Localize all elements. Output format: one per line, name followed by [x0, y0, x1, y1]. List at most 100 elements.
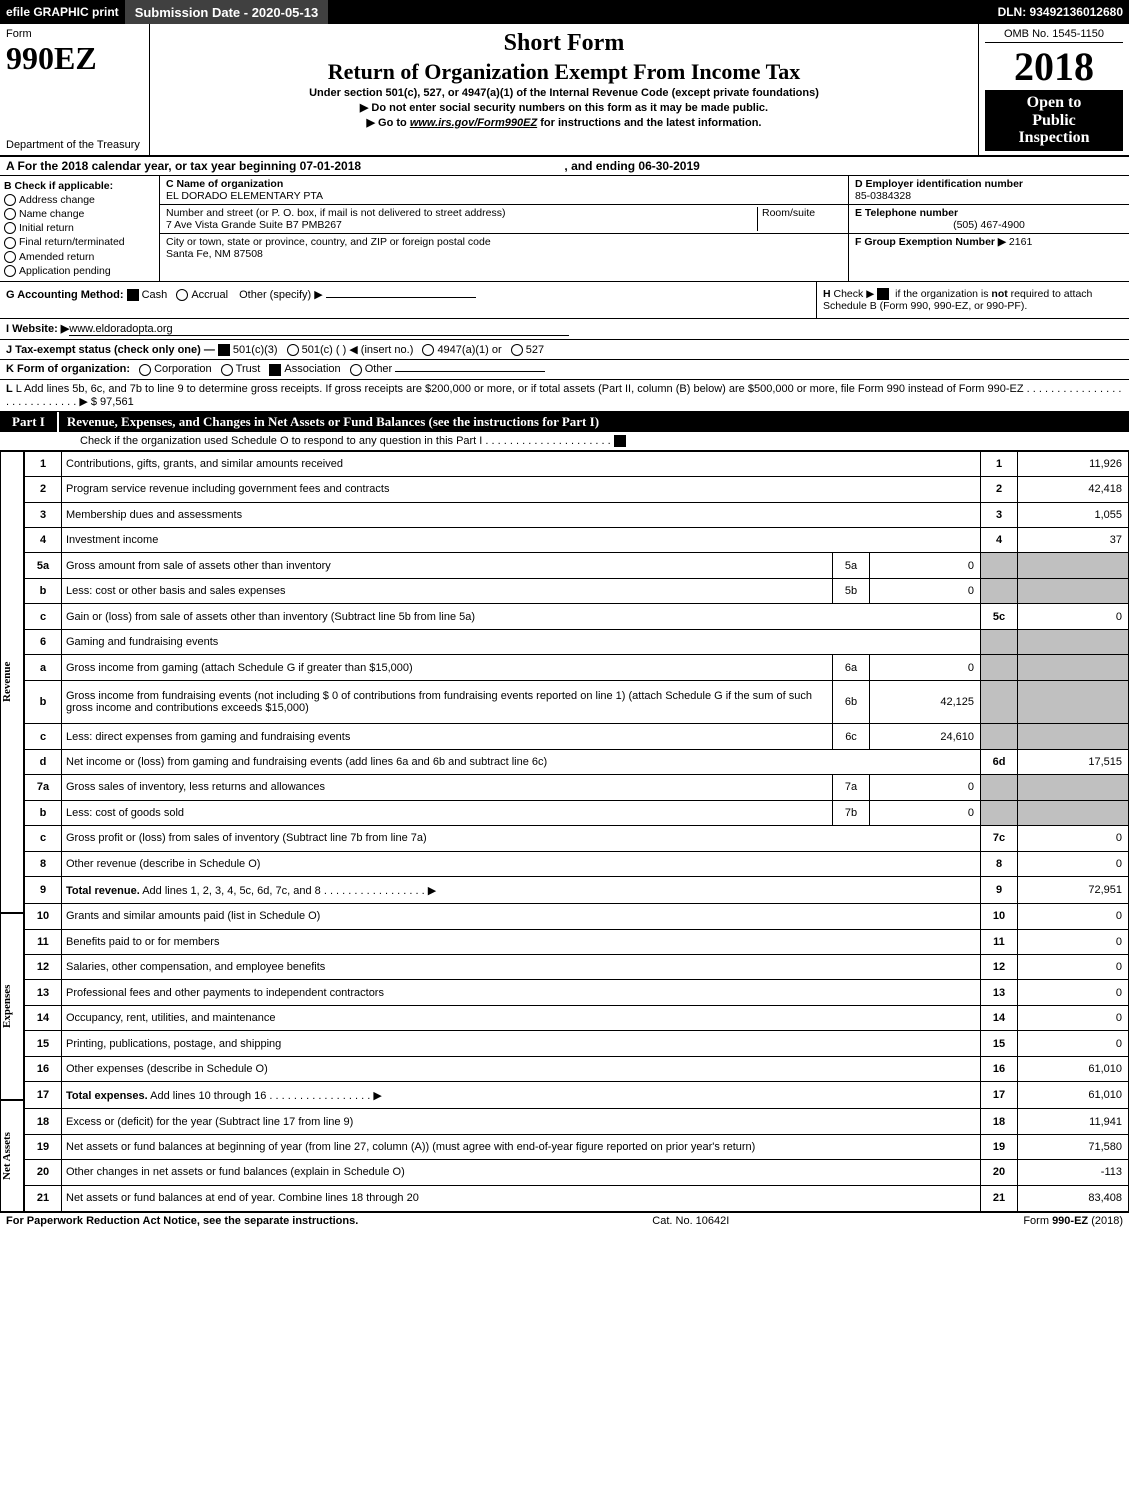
right-num: 2 [981, 477, 1018, 502]
sub-amount: 0 [870, 553, 981, 578]
line-number: 7a [25, 775, 62, 800]
b-label: B Check if applicable: [4, 180, 113, 192]
table-row: 21Net assets or fund balances at end of … [25, 1185, 1129, 1211]
line-number: b [25, 578, 62, 603]
line-number: d [25, 749, 62, 774]
amount: 11,941 [1018, 1109, 1129, 1134]
line-number: 6 [25, 629, 62, 654]
cb-schedule-o[interactable] [614, 435, 626, 447]
revenue-label: Revenue [0, 451, 24, 913]
cb-name[interactable]: Name change [4, 208, 155, 220]
goto-link[interactable]: ▶ Go to www.irs.gov/Form990EZ for instru… [158, 116, 970, 129]
line-desc: Net income or (loss) from gaming and fun… [62, 749, 981, 774]
right-num: 21 [981, 1185, 1018, 1211]
dln: DLN: 93492136012680 [992, 0, 1129, 24]
cb-527[interactable] [511, 344, 523, 356]
amount-shade [1018, 680, 1129, 723]
right-num: 7c [981, 826, 1018, 851]
line-desc: Gross amount from sale of assets other t… [62, 553, 833, 578]
cb-amended[interactable]: Amended return [4, 251, 155, 263]
omb-number: OMB No. 1545-1150 [985, 28, 1123, 43]
cb-501c[interactable] [287, 344, 299, 356]
line-number: 10 [25, 904, 62, 929]
table-row: cGain or (loss) from sale of assets othe… [25, 604, 1129, 629]
website[interactable]: www.eldoradopta.org [69, 323, 569, 336]
table-row: 10Grants and similar amounts paid (list … [25, 904, 1129, 929]
table-row: cGross profit or (loss) from sales of in… [25, 826, 1129, 851]
sub-amount: 0 [870, 775, 981, 800]
period-line: A For the 2018 calendar year, or tax yea… [0, 156, 1129, 176]
cb-501c3[interactable] [218, 344, 230, 356]
cb-initial[interactable]: Initial return [4, 222, 155, 234]
line-number: 18 [25, 1109, 62, 1134]
line-desc: Less: direct expenses from gaming and fu… [62, 724, 833, 749]
right-num: 20 [981, 1160, 1018, 1185]
main-title: Return of Organization Exempt From Incom… [158, 59, 970, 85]
line-number: a [25, 655, 62, 680]
cb-final[interactable]: Final return/terminated [4, 236, 155, 248]
footer-right: Form 990-EZ (2018) [1023, 1215, 1123, 1227]
footer-left: For Paperwork Reduction Act Notice, see … [6, 1215, 358, 1227]
amount: 0 [1018, 904, 1129, 929]
amount-shade [1018, 800, 1129, 825]
amount-shade [1018, 578, 1129, 603]
line-desc: Investment income [62, 528, 981, 553]
line-number: 4 [25, 528, 62, 553]
sub-number: 5b [833, 578, 870, 603]
amount: 17,515 [1018, 749, 1129, 774]
cb-other[interactable] [350, 364, 362, 376]
line-desc: Total expenses. Add lines 10 through 16 … [62, 1082, 981, 1109]
amount: 0 [1018, 929, 1129, 954]
right-num-shade [981, 724, 1018, 749]
cb-corp[interactable] [139, 364, 151, 376]
i-row: I Website: ▶www.eldoradopta.org [0, 319, 1129, 340]
cb-pending[interactable]: Application pending [4, 265, 155, 277]
cb-cash[interactable] [127, 289, 139, 301]
line-number: 8 [25, 851, 62, 876]
amount-shade [1018, 655, 1129, 680]
line-desc: Gain or (loss) from sale of assets other… [62, 604, 981, 629]
amount: 0 [1018, 604, 1129, 629]
table-row: 18Excess or (deficit) for the year (Subt… [25, 1109, 1129, 1134]
line-number: b [25, 800, 62, 825]
schedule-table: 1Contributions, gifts, grants, and simil… [24, 451, 1129, 1212]
sub-number: 6c [833, 724, 870, 749]
line-desc: Gross profit or (loss) from sales of inv… [62, 826, 981, 851]
cb-trust[interactable] [221, 364, 233, 376]
sub-amount: 0 [870, 800, 981, 825]
table-row: 12Salaries, other compensation, and empl… [25, 955, 1129, 980]
line-desc: Less: cost or other basis and sales expe… [62, 578, 833, 603]
sub-number: 7a [833, 775, 870, 800]
line-number: 16 [25, 1056, 62, 1081]
right-num: 12 [981, 955, 1018, 980]
line-number: 21 [25, 1185, 62, 1211]
cb-h[interactable] [877, 288, 889, 300]
line-desc: Other expenses (describe in Schedule O) [62, 1056, 981, 1081]
footer: For Paperwork Reduction Act Notice, see … [0, 1212, 1129, 1229]
form-number: 990EZ [6, 40, 143, 77]
e-label: E Telephone number [855, 207, 1123, 219]
line-number: c [25, 604, 62, 629]
cb-4947[interactable] [422, 344, 434, 356]
line-number: 19 [25, 1134, 62, 1159]
cb-assoc[interactable] [269, 364, 281, 376]
street: 7 Ave Vista Grande Suite B7 PMB267 [166, 219, 757, 231]
line-desc: Excess or (deficit) for the year (Subtra… [62, 1109, 981, 1134]
line-desc: Less: cost of goods sold [62, 800, 833, 825]
amount-shade [1018, 629, 1129, 654]
table-row: 7aGross sales of inventory, less returns… [25, 775, 1129, 800]
line-desc: Net assets or fund balances at beginning… [62, 1134, 981, 1159]
amount: 11,926 [1018, 451, 1129, 476]
line-number: c [25, 826, 62, 851]
line-desc: Total revenue. Add lines 1, 2, 3, 4, 5c,… [62, 877, 981, 904]
line-desc: Benefits paid to or for members [62, 929, 981, 954]
j-row: J Tax-exempt status (check only one) — 5… [0, 340, 1129, 360]
cb-accrual[interactable] [176, 289, 188, 301]
line-desc: Net assets or fund balances at end of ye… [62, 1185, 981, 1211]
table-row: 1Contributions, gifts, grants, and simil… [25, 451, 1129, 476]
cb-address[interactable]: Address change [4, 194, 155, 206]
table-row: 15Printing, publications, postage, and s… [25, 1031, 1129, 1056]
sub-number: 5a [833, 553, 870, 578]
table-row: 9Total revenue. Add lines 1, 2, 3, 4, 5c… [25, 877, 1129, 904]
table-row: 11Benefits paid to or for members110 [25, 929, 1129, 954]
